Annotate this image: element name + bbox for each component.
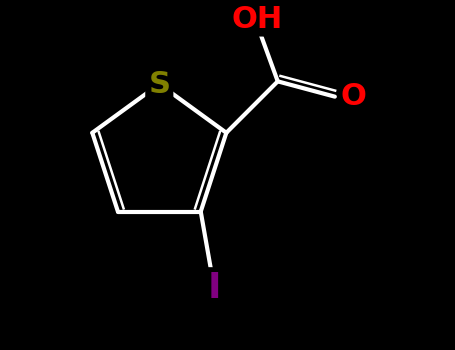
Text: OH: OH [232, 5, 283, 34]
Text: S: S [148, 70, 170, 99]
Text: I: I [208, 271, 222, 305]
Text: O: O [340, 82, 366, 111]
